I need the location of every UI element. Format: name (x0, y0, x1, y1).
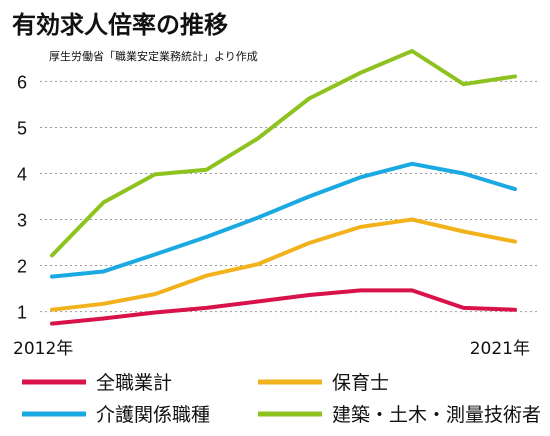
y-axis: 1 2 3 4 5 6 (17, 72, 27, 322)
y-tick-label-3: 3 (17, 211, 27, 231)
series-line-4 (50, 49, 517, 258)
chart-subtitle: 厚生労働省「職業安定業務統計」より作成 (49, 49, 258, 63)
y-tick-label-6: 6 (17, 72, 27, 92)
legend-item-1: 全職業計 (22, 372, 172, 394)
legend-label: 全職業計 (96, 372, 172, 394)
y-tick-label-5: 5 (17, 118, 27, 138)
series-line-2 (50, 217, 517, 312)
legend-item-2: 保育士 (258, 372, 389, 394)
chart-title: 有効求人倍率の推移 (12, 11, 228, 39)
series-lines (50, 49, 517, 326)
legend-label: 介護関係職種 (96, 404, 210, 426)
y-tick-label-4: 4 (17, 164, 27, 184)
series-line-1 (50, 288, 517, 326)
y-tick-label-1: 1 (17, 303, 27, 323)
legend-item-4: 建築・土木・測量技術者 (258, 404, 541, 426)
legend-label: 建築・土木・測量技術者 (332, 404, 541, 426)
x-tick-label-last: 2021年 (470, 339, 530, 359)
y-tick-label-2: 2 (17, 257, 27, 277)
series-line-3 (50, 161, 517, 279)
legend-label: 保育士 (332, 372, 389, 394)
x-tick-label-first: 2012年 (13, 339, 73, 359)
legend-item-3: 介護関係職種 (22, 404, 210, 426)
